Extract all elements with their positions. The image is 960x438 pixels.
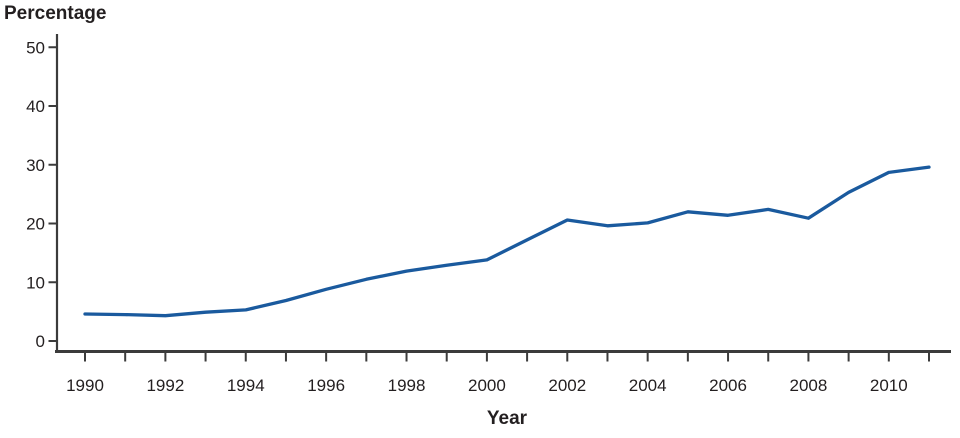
- y-tick-label: 50: [26, 38, 45, 57]
- x-tick-label: 2010: [870, 376, 908, 395]
- y-tick-label: 20: [26, 215, 45, 234]
- data-series: [83, 165, 931, 318]
- x-tick-label: 1998: [388, 376, 426, 395]
- y-tick-label: 40: [26, 97, 45, 116]
- data-line-percentage: [83, 165, 931, 318]
- x-tick-label: 1992: [146, 376, 184, 395]
- axes: 0 10 20 30 40 50 1990 1992 1994 1996 1998 2000 2002 2…: [26, 34, 951, 395]
- y-tick-label: 30: [26, 156, 45, 175]
- x-tick-label: 2000: [468, 376, 506, 395]
- x-tick-label: 1994: [227, 376, 265, 395]
- x-tick-label: 2002: [548, 376, 586, 395]
- x-tick-label: 1996: [307, 376, 345, 395]
- x-axis-title: Year: [487, 408, 528, 429]
- x-tick-label: 1990: [66, 376, 104, 395]
- x-tick-label: 2006: [709, 376, 747, 395]
- y-tick-label: 10: [26, 273, 45, 292]
- x-tick-label: 2008: [790, 376, 828, 395]
- y-axis-title: Percentage: [4, 3, 106, 24]
- x-tick-label: 2004: [629, 376, 667, 395]
- y-tick-label: 0: [36, 332, 45, 351]
